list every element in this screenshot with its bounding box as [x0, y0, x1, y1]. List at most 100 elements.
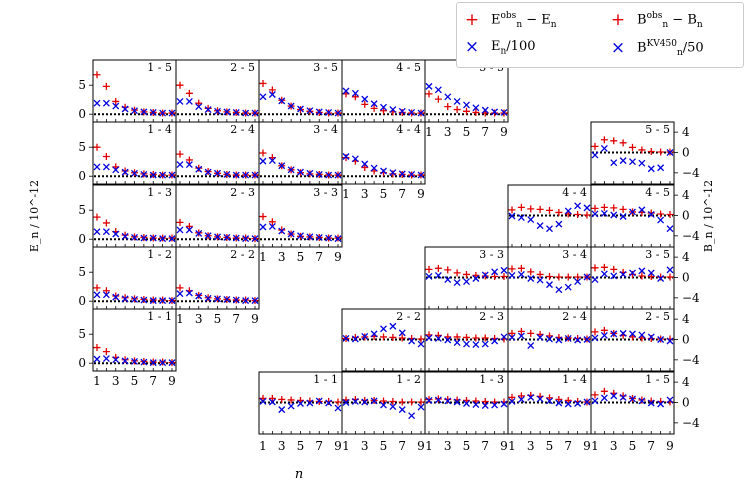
data-point-blue: [600, 394, 608, 402]
data-point-blue: [251, 109, 259, 117]
data-point-blue: [657, 400, 665, 408]
data-point-red: [93, 143, 101, 151]
right-y-tick-label: 4: [682, 125, 690, 139]
data-point-blue: [297, 232, 304, 240]
data-point-blue: [647, 165, 655, 173]
right-y-tick-label: 4: [682, 188, 690, 202]
data-point-blue: [112, 230, 120, 238]
data-point-blue: [232, 109, 240, 116]
data-point-blue: [306, 169, 314, 177]
data-point-red: [647, 147, 655, 155]
data-point-blue: [278, 227, 286, 235]
panel-b-1-3: 1 - 3: [424, 371, 509, 435]
data-point-blue: [527, 393, 535, 401]
x-tick-label: 1: [259, 439, 267, 453]
panel-e-3-5: 3 - 5: [258, 59, 343, 123]
data-point-red: [195, 99, 203, 107]
data-point-red: [102, 348, 110, 356]
data-point-red: [610, 137, 618, 145]
data-point-blue: [638, 206, 646, 214]
data-point-blue: [527, 275, 535, 282]
panel-e-2-3: 2 - 3: [175, 184, 260, 248]
data-point-blue: [185, 289, 193, 297]
data-point-red: [508, 206, 516, 214]
data-point-blue: [564, 335, 572, 342]
data-point-red: [278, 226, 286, 234]
right-y-tick-label: 4: [682, 312, 690, 326]
data-point-blue: [268, 222, 276, 230]
x-tick-label: 5: [214, 312, 222, 326]
data-point-blue: [619, 213, 627, 220]
panel-label: 2 - 2: [230, 248, 255, 261]
data-point-blue: [259, 157, 267, 165]
data-point-blue: [481, 340, 489, 348]
data-point-blue: [131, 234, 138, 241]
panel-label: 3 - 5: [313, 61, 338, 74]
x-tick-label: 3: [444, 439, 452, 453]
data-point-red: [472, 397, 480, 405]
x-tick-label: 7: [564, 439, 572, 453]
panel-b-3-5: 3 - 5: [590, 246, 675, 310]
data-point-blue: [564, 283, 572, 291]
x-tick-label: 3: [361, 187, 369, 201]
data-point-blue: [195, 165, 203, 173]
data-point-red: [517, 203, 525, 211]
data-point-blue: [334, 404, 342, 412]
data-point-blue: [325, 109, 333, 116]
data-point-blue: [112, 293, 120, 301]
panel-label: 3 - 3: [479, 248, 504, 261]
data-point-blue: [214, 107, 221, 115]
panel-b-1-4: 1 - 4: [507, 371, 592, 435]
data-point-blue: [481, 106, 489, 114]
data-point-blue: [444, 93, 452, 101]
x-tick-label: 1: [342, 439, 350, 453]
data-point-blue: [342, 335, 350, 342]
data-point-red: [638, 272, 646, 280]
data-point-blue: [251, 171, 259, 179]
data-point-blue: [195, 103, 203, 111]
panel-label: 2 - 3: [479, 310, 504, 323]
legend-item-b-kv450: × BKV450n/50: [607, 39, 704, 58]
data-point-blue: [481, 402, 489, 410]
data-point-red: [517, 327, 525, 335]
panel-label: 3 - 4: [313, 123, 338, 136]
right-y-tick-label: 0: [682, 208, 690, 222]
data-point-blue: [149, 234, 157, 242]
data-point-blue: [140, 296, 148, 304]
data-point-blue: [259, 223, 267, 231]
x-tick-label: 7: [315, 439, 323, 453]
panel-b-4-5: 4 - 5: [590, 184, 675, 248]
legend-label-b-residual: Bobsn − Bn: [637, 11, 703, 30]
data-point-blue: [214, 233, 221, 241]
data-point-red: [583, 211, 591, 219]
data-point-red: [278, 395, 286, 403]
data-point-blue: [370, 164, 378, 172]
x-tick-label: 9: [500, 439, 508, 453]
data-point-blue: [168, 297, 176, 305]
data-point-red: [500, 272, 508, 280]
data-point-red: [121, 231, 129, 239]
data-point-blue: [361, 332, 369, 340]
data-point-blue: [417, 403, 425, 411]
panel-b-5-5: 5 - 5: [590, 121, 675, 185]
data-point-blue: [657, 216, 665, 224]
data-point-blue: [361, 398, 369, 406]
data-point-blue: [453, 398, 461, 406]
data-point-blue: [297, 168, 304, 176]
data-point-blue: [657, 164, 665, 172]
data-point-blue: [434, 335, 442, 342]
panel-b-2-3: 2 - 3: [424, 308, 509, 372]
data-point-red: [472, 334, 480, 342]
data-point-blue: [408, 171, 416, 178]
panel-b-1-2: 1 - 2: [341, 371, 426, 435]
left-y-tick-label: 0: [78, 232, 86, 246]
data-point-red: [555, 395, 563, 403]
x-tick-label: 3: [361, 439, 369, 453]
data-point-blue: [610, 392, 618, 400]
data-point-blue: [536, 395, 544, 403]
data-point-blue: [204, 232, 212, 240]
data-point-blue: [121, 295, 129, 303]
data-point-blue: [351, 89, 359, 97]
data-point-blue: [159, 297, 167, 305]
panel-e-4-5: 4 - 5: [341, 59, 426, 123]
